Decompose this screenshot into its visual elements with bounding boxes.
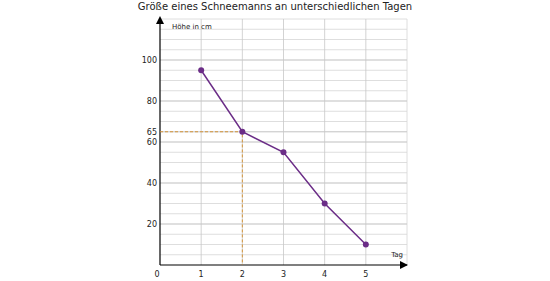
- x-arrow: [400, 261, 408, 269]
- x-tick-label: 0: [154, 270, 159, 279]
- y-tick-label: 40: [147, 179, 157, 188]
- y-tick-label: 20: [147, 220, 157, 229]
- grid-line-y: [160, 224, 407, 225]
- x-tick-label: 2: [240, 270, 245, 279]
- x-tick-label: 3: [281, 270, 286, 279]
- grid-line-y: [160, 142, 407, 143]
- point: [239, 129, 245, 135]
- y-tick-label: 60: [147, 138, 157, 147]
- minor-grid: [160, 224, 407, 225]
- point: [198, 67, 204, 73]
- minor-grid: [160, 183, 407, 184]
- x-tick-label: 5: [363, 270, 368, 279]
- guide-line: [160, 132, 242, 265]
- point: [322, 201, 328, 207]
- grid-line-y: [160, 101, 407, 102]
- point: [363, 242, 369, 248]
- title: Größe eines Schneemanns an unterschiedli…: [138, 1, 412, 12]
- plot-area: [160, 67, 369, 265]
- y-tick-label: 100: [142, 56, 157, 65]
- minor-grid: [160, 60, 407, 61]
- y-tick-label: 80: [147, 97, 157, 106]
- point: [281, 149, 287, 155]
- line: [201, 70, 366, 244]
- y-arrow: [156, 16, 164, 24]
- chart: 0 1 2 3 4 5 20 40 6065 80 100 Größe eines Schneeman…: [0, 0, 550, 281]
- y-axis: [159, 19, 160, 265]
- grid-line-y: [160, 60, 407, 61]
- y-tick-label: 65: [147, 128, 157, 137]
- minor-grid: [160, 101, 407, 102]
- minor-grid: [160, 142, 407, 143]
- y-axis-label: Höhe in cm: [172, 23, 212, 31]
- x-axis-label: Tag: [390, 251, 403, 259]
- x-axis: [160, 264, 407, 265]
- x-tick-label: 1: [199, 270, 204, 279]
- grid-line-y: [160, 183, 407, 184]
- x-tick-label: 4: [322, 270, 327, 279]
